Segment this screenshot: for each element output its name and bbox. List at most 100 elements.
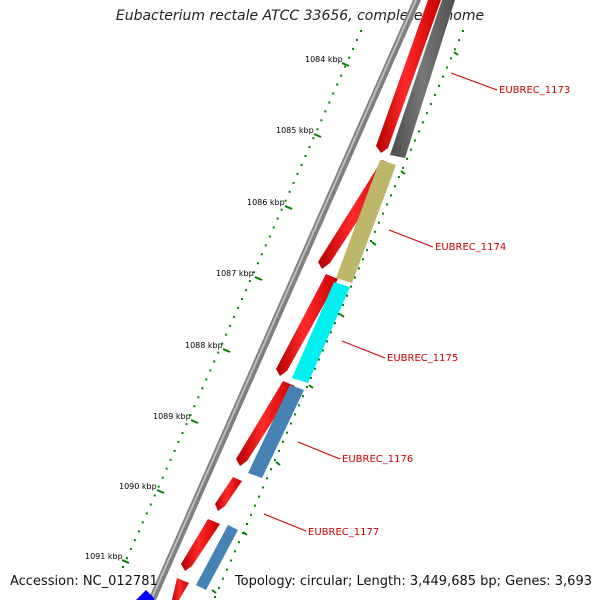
- scale-dot: [370, 240, 372, 242]
- right-dashes: [211, 51, 459, 594]
- scale-dot: [318, 358, 320, 361]
- scale-dot: [221, 342, 224, 345]
- scale-dot: [300, 164, 303, 166]
- scale-dot: [165, 467, 168, 470]
- track-bar-gray: [390, 0, 455, 158]
- tick-label-1084: 1084 kbp: [305, 55, 343, 64]
- scale-dot: [260, 253, 263, 256]
- tick-1084: 1084 kbp: [305, 55, 350, 67]
- scale-dot: [233, 315, 236, 318]
- scale-dot: [218, 586, 220, 589]
- scale-dot: [338, 313, 340, 315]
- scale-dot: [346, 294, 348, 297]
- scale-dot: [278, 449, 280, 452]
- scale-dot: [189, 414, 192, 417]
- scale-dot: [394, 185, 396, 188]
- scale-dot: [213, 360, 216, 363]
- scale-dot: [386, 203, 388, 206]
- scale-dot: [284, 199, 287, 202]
- scale-dot: [398, 176, 400, 179]
- scale-dot: [137, 530, 140, 533]
- gene-label-1176: EUBREC_1176: [342, 454, 413, 465]
- scale-dot: [356, 38, 358, 41]
- scale-dot: [214, 596, 216, 598]
- scale-dot: [141, 521, 144, 524]
- scale-dot: [314, 367, 316, 370]
- tick-label-1091: 1091 kbp: [85, 552, 123, 561]
- gene-bar-1176: [248, 385, 304, 478]
- scale-dot: [276, 217, 279, 220]
- scale-dot: [254, 504, 256, 507]
- scale-dot: [378, 221, 380, 224]
- gene-label-1174: EUBREC_1174: [435, 242, 506, 253]
- scale-dot: [304, 155, 307, 158]
- scale-dot: [225, 333, 228, 336]
- scale-dot: [302, 395, 304, 398]
- scale-dot: [402, 166, 404, 169]
- scale-dot: [430, 103, 432, 105]
- scale-dot: [248, 280, 251, 283]
- scale-dot: [193, 405, 196, 408]
- scale-dot: [288, 190, 291, 193]
- scale-dot: [342, 303, 344, 306]
- scale-dot: [268, 235, 271, 238]
- scale-dot: [256, 262, 259, 265]
- scale-dot: [348, 56, 351, 59]
- gene-label-1177: EUBREC_1177: [308, 527, 379, 538]
- scale-dot: [173, 449, 176, 452]
- scale-dot: [282, 440, 284, 443]
- scale-dot: [270, 468, 272, 471]
- scale-dot: [169, 458, 172, 461]
- gene-label-1173: EUBREC_1173: [499, 85, 570, 96]
- scale-dots-left: [122, 30, 362, 568]
- scale-dot: [185, 423, 188, 426]
- scale-dot: [264, 244, 267, 247]
- outer-track-highlight: [150, 0, 417, 600]
- scale-dot: [316, 128, 319, 131]
- scale-dot: [262, 486, 264, 489]
- tick-1089: 1089 kbp: [153, 412, 199, 424]
- tick-1085: 1085 kbp: [276, 126, 322, 138]
- scale-dot: [434, 93, 436, 96]
- scale-dot: [258, 495, 260, 498]
- scale-dot: [326, 340, 328, 343]
- scale-dot: [406, 157, 408, 160]
- scale-dot: [312, 137, 315, 140]
- scale-dot: [340, 74, 343, 77]
- scale-dot: [292, 181, 295, 184]
- scale-dot: [422, 121, 424, 124]
- scale-dot: [344, 65, 347, 68]
- scale-dot: [157, 485, 160, 488]
- scale-dot: [442, 75, 444, 78]
- tick-1087: 1087 kbp: [216, 269, 263, 281]
- scale-dot: [294, 413, 296, 416]
- scale-dot: [296, 172, 299, 175]
- gene-label-1175: EUBREC_1175: [387, 353, 458, 364]
- tick-1088: 1088 kbp: [185, 341, 231, 353]
- scale-dot: [217, 351, 220, 354]
- scale-dot: [410, 148, 412, 151]
- scale-dot: [229, 324, 232, 327]
- scale-dot: [245, 289, 247, 292]
- scale-dot: [226, 568, 228, 571]
- scale-dots-right: [214, 30, 464, 598]
- scale-dot: [362, 258, 364, 261]
- scale-dot: [145, 512, 148, 515]
- scale-dot: [234, 550, 236, 553]
- scale-dot: [446, 66, 448, 69]
- scale-dot: [266, 477, 268, 480]
- cds-arrow-6: [181, 519, 220, 571]
- scale-dot: [126, 557, 128, 560]
- scale-dot: [390, 194, 392, 197]
- scale-dot: [209, 369, 212, 372]
- scale-dot: [274, 459, 276, 462]
- scale-dot: [272, 226, 275, 229]
- scale-dot: [246, 523, 248, 525]
- tick-1091: 1091 kbp: [85, 552, 130, 564]
- scale-dot: [310, 376, 312, 379]
- scale-dot: [122, 566, 124, 568]
- cds-arrow-3: [276, 274, 338, 376]
- scale-dot: [438, 84, 440, 87]
- genome-summary-text: Topology: circular; Length: 3,449,685 bp…: [234, 574, 592, 589]
